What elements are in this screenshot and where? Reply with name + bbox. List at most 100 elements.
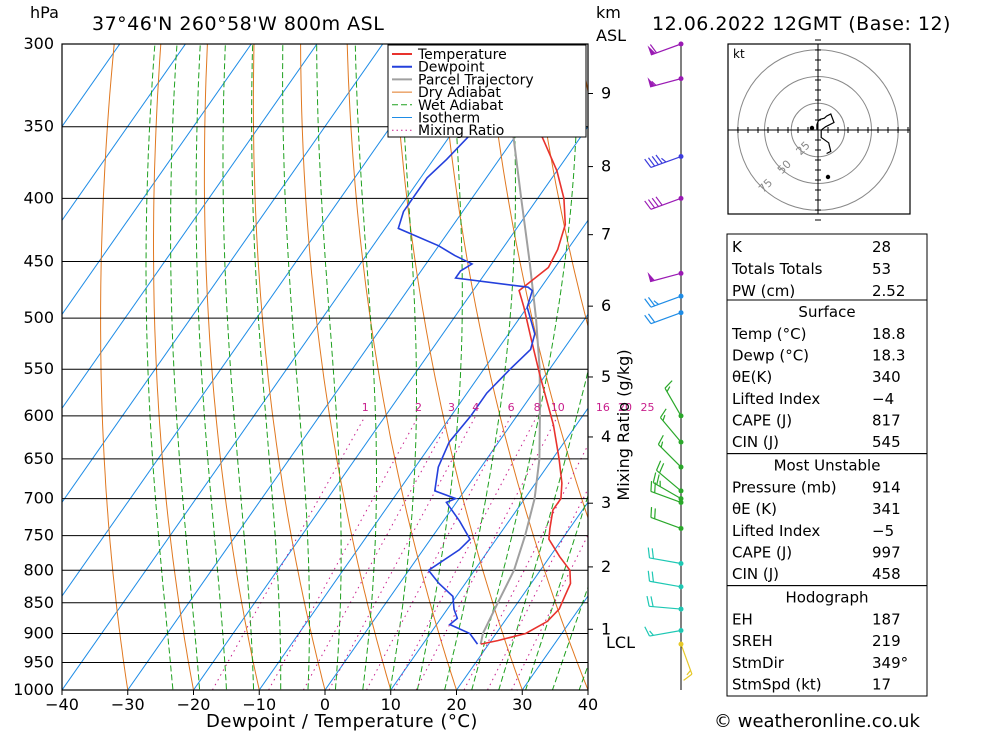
km-tick-label: 6: [601, 296, 611, 315]
wind-barb-staff: [649, 78, 682, 88]
wind-barb: [650, 481, 684, 505]
wind-barb-staff: [649, 580, 682, 588]
wind-barb-feather: [666, 386, 671, 392]
km-tick-label: 3: [601, 493, 611, 512]
wet-adiabat-line: [354, 44, 377, 690]
wind-barb-feather: [651, 80, 657, 86]
km-tick-label: 4: [601, 427, 611, 446]
km-tick-label: 1: [601, 619, 611, 638]
dry-adiabat-line: [100, 44, 129, 690]
wind-barb: [646, 595, 684, 612]
km-tick-label: 7: [601, 225, 611, 244]
wind-barb-staff: [650, 516, 682, 530]
wind-barb-feather: [647, 547, 651, 559]
mixing-ratio-line: [415, 415, 559, 690]
wind-barb-feather: [647, 313, 656, 323]
wind-barb: [657, 434, 684, 470]
isotherm-line: [455, 501, 588, 690]
pressure-tick-label: 500: [23, 308, 54, 327]
x-tick-label: −10: [242, 695, 276, 714]
legend-box: [387, 44, 587, 138]
wind-barb-pennant: [647, 45, 656, 55]
wind-barb-staff: [650, 490, 682, 504]
mixing-ratio-label: 25: [641, 401, 655, 414]
mixing-ratio-label: 6: [508, 401, 515, 414]
wind-barb-feather: [655, 196, 663, 206]
surface-row-label: CIN (J): [732, 433, 779, 451]
pressure-tick-label: 400: [23, 188, 54, 207]
dry-adiabat-line: [203, 44, 260, 690]
pressure-tick-label: 800: [23, 560, 54, 579]
isotherm-line: [258, 219, 588, 690]
isotherm-line: [192, 125, 588, 690]
x-tick-label: 40: [578, 695, 598, 714]
km-label: km: [596, 3, 621, 22]
surface-row-value: 545: [872, 433, 901, 451]
wind-barb-feather: [644, 200, 652, 210]
wind-barb-dot: [678, 525, 684, 531]
hodograph-unit-label: kt: [733, 47, 745, 61]
surface-row-value: −4: [872, 390, 894, 408]
most_unstable-row-label: CAPE (J): [732, 543, 792, 561]
wet-adiabat-line: [389, 44, 417, 690]
precipitable-water-label: PW (cm): [732, 282, 795, 300]
wind-barb: [647, 570, 684, 590]
wind-barb: [655, 460, 684, 494]
wind-barb-feather: [649, 44, 658, 54]
wind-barb-feather: [650, 596, 654, 607]
parcel-trajectory-line: [479, 44, 541, 645]
wet-adiabat-line: [525, 494, 588, 690]
pressure-tick-label: 450: [23, 252, 54, 271]
wind-barb-feather: [650, 481, 653, 492]
isotherm-line: [62, 44, 121, 128]
wind-barb: [659, 408, 684, 445]
k-index-label: K: [732, 238, 743, 256]
wind-barb-feather: [655, 154, 663, 164]
isotherm-line: [390, 407, 588, 690]
wind-barb-dot: [678, 310, 684, 316]
storm-motion-marker: [809, 125, 815, 131]
wind-barb-feather: [658, 463, 665, 474]
wind-barb-dot: [678, 627, 684, 633]
wind-barbs: [644, 41, 693, 690]
pressure-tick-label: 350: [23, 117, 54, 136]
wind-barb: [650, 507, 684, 531]
wind-barb-dot: [678, 439, 684, 445]
wind-barb-dot: [678, 195, 684, 201]
k-index-value: 28: [872, 238, 891, 256]
surface-row-value: 18.8: [872, 325, 905, 343]
surface-row-value: 340: [872, 368, 901, 386]
wind-barb-feather: [656, 474, 660, 485]
plot-frame: [61, 43, 589, 691]
km-tick-label: 2: [601, 557, 611, 576]
wind-barb-dot: [678, 496, 684, 502]
legend-item: Parcel Trajectory: [418, 72, 534, 88]
dry-adiabat-line: [252, 44, 326, 690]
wind-barb-feather: [651, 197, 659, 207]
wind-barb: [647, 41, 684, 56]
pressure-tick-label: 550: [23, 359, 54, 378]
stats-table: K 28 Totals Totals 53 PW (cm) 2.52 Surface Temp…: [726, 233, 928, 697]
wind-barb-staff: [652, 482, 682, 500]
pressure-tick-label: 950: [23, 652, 54, 671]
most_unstable-row-value: −5: [872, 522, 894, 540]
lcl-label: LCL: [606, 633, 635, 652]
surface-row-value: 18.3: [872, 347, 905, 365]
wind-barb-dot: [678, 154, 684, 160]
wind-barb-feather: [659, 408, 667, 418]
x-axis-title: Dewpoint / Temperature (°C): [206, 711, 478, 732]
totals-totals-label: Totals Totals: [731, 260, 823, 278]
mixing-ratio-label: 20: [618, 401, 632, 414]
wet-adiabat-line: [145, 44, 174, 690]
wind-barb: [647, 547, 684, 567]
hodo-row-label: StmSpd (kt): [732, 675, 822, 693]
most_unstable-row-label: θE (K): [732, 500, 777, 518]
wind-barb-staff: [656, 469, 682, 492]
wind-barb-feather: [660, 441, 664, 448]
wind-barb-dot: [678, 488, 684, 494]
hodo-row-value: 349°: [872, 654, 908, 672]
mixing-ratio-label: 2: [415, 401, 422, 414]
wind-barb-dot: [678, 413, 684, 419]
